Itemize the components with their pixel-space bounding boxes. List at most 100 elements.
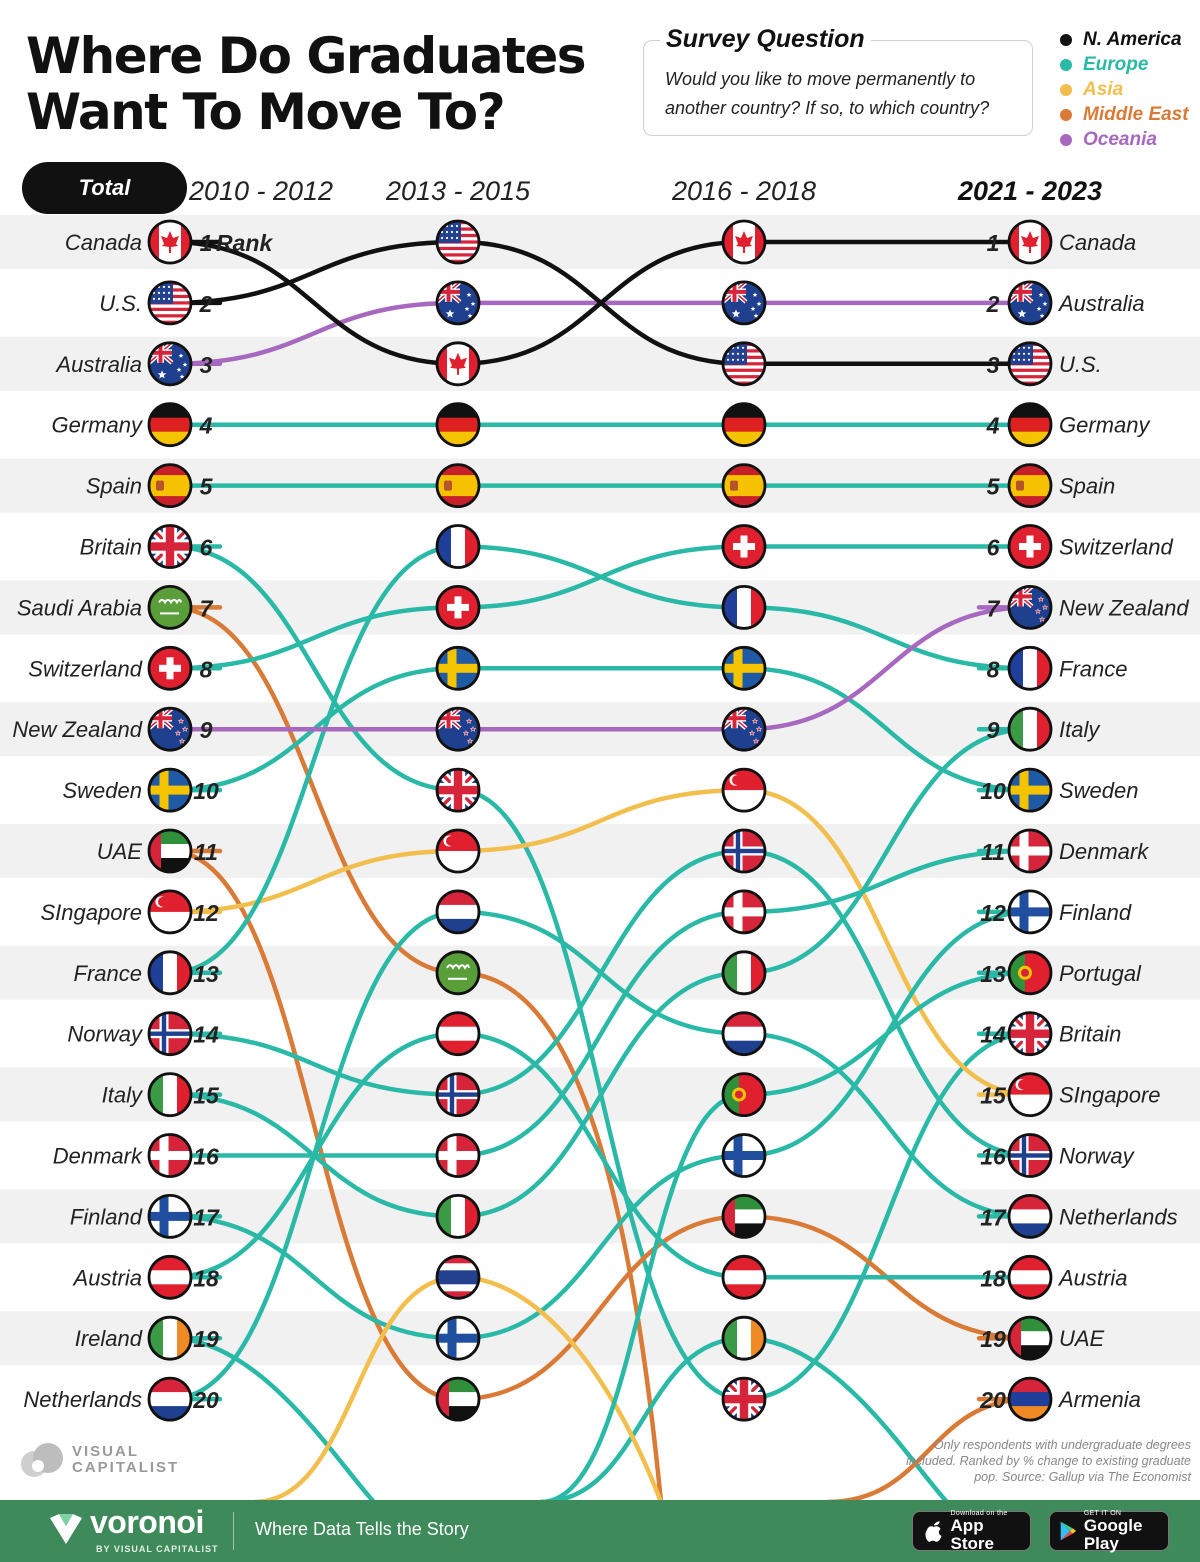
flag-uae-4-icon (1007, 1315, 1053, 1361)
rank-number-left: 7 (200, 595, 214, 621)
rank-number-left: 18 (193, 1265, 219, 1291)
apple-icon (925, 1521, 942, 1542)
visual-capitalist-mark-icon (21, 1443, 63, 1477)
flag-spain-4-icon (1007, 463, 1053, 509)
rank-number-left: 1 (200, 230, 213, 256)
title-line-1: Where Do Graduates (26, 27, 587, 85)
flag-sweden-2-icon (435, 645, 481, 691)
flag-france-2-icon (435, 524, 481, 569)
legend-dot-icon (1060, 83, 1072, 96)
flag-denmark-2-icon (435, 1133, 481, 1178)
flag-germany-2-icon (435, 402, 481, 448)
rank-number-right: 16 (980, 1144, 1006, 1170)
country-label-right: France (1059, 656, 1127, 681)
app-store-button[interactable]: Download on the App Store (912, 1509, 1031, 1553)
country-label-left: Denmark (53, 1144, 143, 1169)
series-line-netherlands (167, 909, 1033, 1402)
app-store-small-text: Download on the (950, 1509, 1008, 1517)
country-label-left: Spain (86, 474, 142, 499)
flag-sweden-1-icon (147, 767, 193, 813)
flag-finland-1-icon (147, 1194, 193, 1239)
legend-label: Middle East (1083, 103, 1189, 125)
flag-u-s--4-icon (1007, 341, 1053, 387)
legend-dot-icon (1060, 33, 1072, 46)
survey-question-label: Survey Question (660, 25, 871, 54)
rank-number-left: 20 (192, 1387, 219, 1413)
flag-u-s--3-icon (721, 341, 767, 387)
legend-label: Europe (1083, 53, 1149, 75)
flag-finland-4-icon (1007, 889, 1053, 935)
vc-logo-line-2: CAPITALIST (72, 1459, 180, 1476)
rank-number-left: 12 (193, 900, 219, 926)
series-line-singapore (167, 787, 1033, 1097)
country-label-right: Portugal (1059, 961, 1142, 986)
country-label-left: Norway (67, 1022, 144, 1047)
rank-number-left: 3 (200, 352, 213, 378)
country-label-right: Austria (1057, 1265, 1127, 1290)
flag-britain-4-icon (1007, 1011, 1053, 1057)
period-header-2021-2023: 2021 - 2023 (957, 176, 1103, 206)
flag-switzerland-3-icon (721, 524, 767, 569)
flag-france-3-icon (721, 585, 767, 630)
flag-norway-1-icon (147, 1011, 193, 1057)
country-label-right: Armenia (1057, 1387, 1141, 1412)
rank-number-left: 11 (194, 839, 218, 865)
rank-number-right: 3 (987, 352, 1000, 378)
rank-number-right: 13 (980, 961, 1006, 987)
voronoi-brand: voronoi (90, 1504, 204, 1540)
rank-number-right: 15 (980, 1083, 1007, 1109)
rank-number-left: 15 (193, 1083, 220, 1109)
flag-u-s--1-icon (147, 280, 193, 326)
flag-spain-2-icon (435, 463, 481, 509)
series-line-thailand (252, 1275, 663, 1500)
total-filter-pill[interactable]: Total (22, 162, 187, 214)
country-label-left: Netherlands (23, 1387, 142, 1412)
flag-finland-3-icon (721, 1133, 767, 1178)
rank-number-left: 5 (200, 474, 214, 500)
flag-britain-1-icon (147, 524, 193, 569)
flag-canada-4-icon (1007, 219, 1053, 265)
legend-item-europe: Europe (1060, 52, 1189, 77)
flag-singapore-3-icon (721, 767, 767, 813)
country-label-right: Spain (1059, 474, 1115, 499)
google-play-button[interactable]: GET IT ON Google Play (1049, 1509, 1169, 1553)
rank-number-right: 14 (980, 1022, 1006, 1048)
rank-number-right: 18 (980, 1265, 1006, 1291)
rank-number-left: 8 (200, 656, 213, 682)
rank-axis-label: Rank (216, 230, 273, 256)
flag-uae-1-icon (147, 828, 193, 874)
rank-number-left: 10 (193, 778, 219, 804)
flag-saudi-arabia-1-icon (147, 585, 193, 630)
flag-germany-4-icon (1007, 402, 1053, 448)
flag-new-zealand-4-icon (1007, 585, 1053, 630)
country-label-left: France (74, 961, 142, 986)
flag-netherlands-3-icon (721, 1011, 767, 1057)
flag-portugal-3-icon (721, 1072, 767, 1117)
flag-markers (147, 219, 1053, 1422)
flag-austria-3-icon (721, 1254, 767, 1300)
rank-number-right: 7 (987, 595, 1001, 621)
row-bands (0, 215, 1200, 1366)
flag-netherlands-2-icon (435, 889, 481, 935)
flag-france-1-icon (147, 950, 193, 996)
period-header-2013-2015: 2013 - 2015 (385, 176, 531, 206)
app-store-big-text: App Store (950, 1515, 994, 1553)
labels: Canada Canada U.S. U.S. Australia Australia Ge… (12, 230, 1189, 1413)
series-line-ireland (167, 1335, 949, 1500)
legend-dot-icon (1060, 133, 1072, 146)
country-label-left: Austria (72, 1265, 142, 1290)
survey-question-box: Survey Question Would you like to move p… (643, 25, 1033, 136)
country-label-left: Germany (52, 413, 144, 438)
google-play-small-text: GET IT ON (1083, 1509, 1122, 1517)
vc-logo-line-1: VISUAL (72, 1443, 140, 1460)
country-label-left: Sweden (62, 778, 142, 803)
flag-new-zealand-3-icon (721, 706, 767, 752)
google-play-big-text: Google Play (1083, 1515, 1143, 1553)
country-label-left: Switzerland (28, 656, 142, 681)
flag-uae-3-icon (721, 1194, 767, 1239)
country-label-left: Italy (102, 1083, 144, 1108)
source-note: Only respondents with undergraduate degr… (906, 1438, 1191, 1484)
rank-number-right: 6 (987, 535, 1000, 561)
series-line-finland (167, 909, 1033, 1341)
rank-number-left: 19 (193, 1326, 219, 1352)
